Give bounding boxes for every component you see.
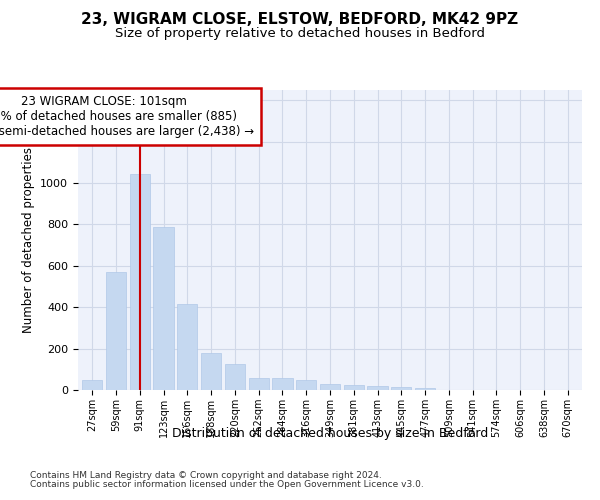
Bar	[201, 353, 221, 390]
Bar	[320, 384, 340, 390]
Text: Size of property relative to detached houses in Bedford: Size of property relative to detached ho…	[115, 28, 485, 40]
Bar	[272, 378, 293, 390]
Bar	[225, 364, 245, 390]
Text: Contains public sector information licensed under the Open Government Licence v3: Contains public sector information licen…	[30, 480, 424, 489]
Bar	[130, 174, 150, 390]
Bar	[367, 386, 388, 390]
Text: 23, WIGRAM CLOSE, ELSTOW, BEDFORD, MK42 9PZ: 23, WIGRAM CLOSE, ELSTOW, BEDFORD, MK42 …	[82, 12, 518, 28]
Bar	[106, 272, 126, 390]
Bar	[391, 387, 412, 390]
Bar	[344, 384, 364, 390]
Bar	[177, 304, 197, 390]
Bar	[415, 388, 435, 390]
Bar	[82, 380, 103, 390]
Bar	[154, 226, 173, 390]
Bar	[296, 380, 316, 390]
Bar	[248, 378, 269, 390]
Text: Contains HM Land Registry data © Crown copyright and database right 2024.: Contains HM Land Registry data © Crown c…	[30, 471, 382, 480]
Text: Distribution of detached houses by size in Bedford: Distribution of detached houses by size …	[172, 428, 488, 440]
Y-axis label: Number of detached properties: Number of detached properties	[22, 147, 35, 333]
Text: 23 WIGRAM CLOSE: 101sqm
← 27% of detached houses are smaller (885)
73% of semi-d: 23 WIGRAM CLOSE: 101sqm ← 27% of detache…	[0, 96, 254, 138]
